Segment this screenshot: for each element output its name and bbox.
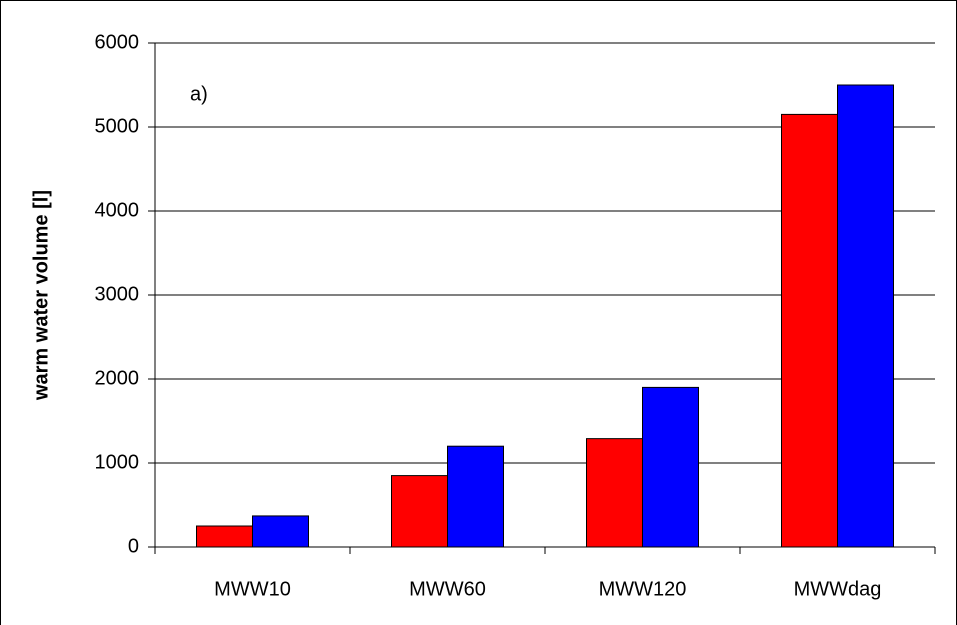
bar (781, 113, 838, 548)
bar (837, 84, 894, 548)
y-tick-label: 3000 (95, 283, 140, 305)
x-tick-label: MWW120 (599, 578, 687, 600)
y-tick-label: 5000 (95, 115, 140, 137)
x-tick-label: MWWdag (794, 578, 882, 600)
bar (586, 438, 643, 548)
x-tick-label: MWW10 (214, 578, 291, 600)
bar (447, 445, 504, 548)
y-tick-label: 2000 (95, 367, 140, 389)
y-tick-label: 1000 (95, 451, 140, 473)
y-axis-label: warm water volume [l] (30, 190, 52, 401)
bar (252, 515, 309, 548)
annotation: a) (190, 83, 208, 105)
y-tick-label: 0 (128, 535, 139, 557)
x-tick-label: MWW60 (409, 578, 486, 600)
y-tick-label: 6000 (95, 31, 140, 53)
bar (642, 386, 699, 548)
y-tick-label: 4000 (95, 199, 140, 221)
bar (196, 525, 253, 548)
bar (391, 475, 448, 548)
